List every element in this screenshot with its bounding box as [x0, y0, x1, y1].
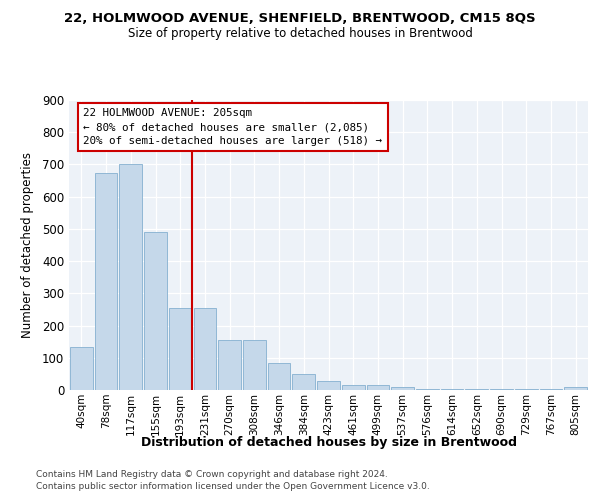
Bar [391, 387, 414, 390]
Text: Contains public sector information licensed under the Open Government Licence v3: Contains public sector information licen… [36, 482, 430, 491]
Text: Distribution of detached houses by size in Brentwood: Distribution of detached houses by size … [141, 436, 517, 449]
Bar [317, 382, 340, 390]
Text: 22 HOLMWOOD AVENUE: 205sqm
← 80% of detached houses are smaller (2,085)
20% of s: 22 HOLMWOOD AVENUE: 205sqm ← 80% of deta… [83, 108, 382, 146]
Bar [564, 388, 587, 390]
Bar [218, 340, 241, 390]
Bar [95, 172, 118, 390]
Bar [243, 340, 266, 390]
Y-axis label: Number of detached properties: Number of detached properties [20, 152, 34, 338]
Bar [367, 384, 389, 390]
Bar [194, 308, 216, 390]
Text: 22, HOLMWOOD AVENUE, SHENFIELD, BRENTWOOD, CM15 8QS: 22, HOLMWOOD AVENUE, SHENFIELD, BRENTWOO… [64, 12, 536, 26]
Bar [144, 232, 167, 390]
Bar [70, 346, 93, 390]
Text: Size of property relative to detached houses in Brentwood: Size of property relative to detached ho… [128, 28, 472, 40]
Bar [342, 384, 365, 390]
Bar [268, 362, 290, 390]
Bar [169, 308, 191, 390]
Text: Contains HM Land Registry data © Crown copyright and database right 2024.: Contains HM Land Registry data © Crown c… [36, 470, 388, 479]
Bar [292, 374, 315, 390]
Bar [119, 164, 142, 390]
